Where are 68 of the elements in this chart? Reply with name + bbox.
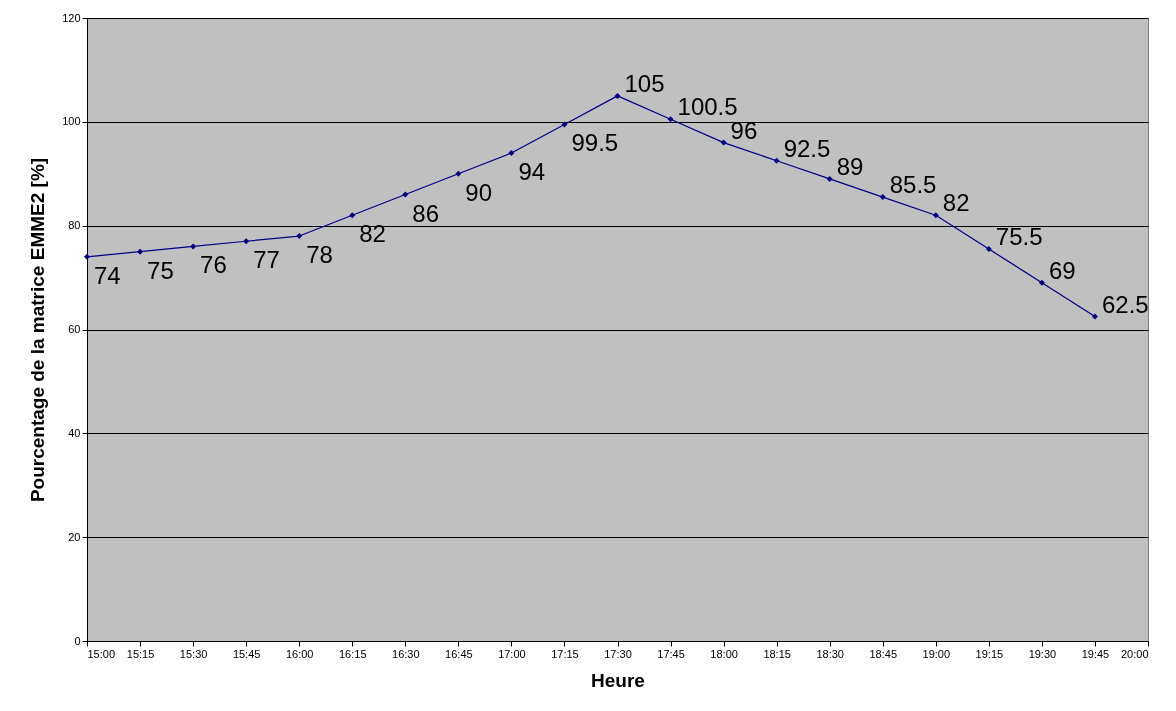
data-label: 105	[624, 69, 665, 97]
data-label: 74	[94, 261, 121, 289]
point	[508, 149, 515, 156]
data-label: 82	[942, 189, 970, 217]
x-tick-label: 15:00	[87, 647, 116, 660]
point	[137, 248, 144, 255]
point	[296, 233, 303, 240]
point	[1091, 313, 1098, 320]
x-tick-label: 19:15	[975, 647, 1004, 660]
y-tick-label: 60	[68, 323, 81, 335]
point	[879, 194, 886, 201]
data-label: 99.5	[571, 129, 619, 157]
x-tick-label: 17:30	[604, 647, 632, 660]
y-tick-label: 20	[68, 530, 81, 543]
point	[985, 246, 992, 253]
x-tick-label: 18:45	[869, 647, 898, 660]
point	[561, 121, 568, 128]
x-tick-label: 19:45	[1081, 647, 1110, 660]
x-tick-label: 16:15	[338, 647, 367, 660]
y-tick-label: 0	[74, 634, 81, 647]
data-label: 75.5	[995, 223, 1043, 251]
x-tick-label: 18:30	[816, 647, 844, 660]
point	[243, 238, 250, 245]
x-tick-label: 15:15	[126, 647, 155, 660]
point	[667, 116, 674, 123]
data-label: 89	[836, 152, 864, 180]
data-label: 77	[253, 246, 280, 274]
x-tick-label: 15:45	[232, 647, 261, 660]
x-tick-label: 16:45	[445, 647, 473, 660]
point	[720, 139, 727, 146]
data-label: 62.5	[1101, 290, 1149, 318]
data-label: 86	[412, 199, 439, 227]
data-label: 78	[306, 241, 333, 269]
data-label: 85.5	[889, 171, 937, 199]
x-tick-label: 16:00	[285, 647, 314, 660]
point	[932, 212, 939, 219]
point	[84, 253, 90, 260]
data-label: 76	[200, 251, 227, 279]
point	[349, 212, 356, 219]
point	[826, 175, 833, 182]
point	[190, 243, 197, 250]
y-axis-title: Pourcentage de la matrice EMME2 [%]	[27, 157, 49, 503]
x-tick-label: 17:00	[498, 647, 526, 660]
x-tick-label: 17:15	[551, 647, 579, 660]
y-tick-label: 120	[62, 11, 81, 24]
data-label: 100.5	[677, 93, 738, 121]
y-tick-label: 100	[62, 115, 81, 128]
point	[1038, 279, 1045, 286]
y-tick-label: 40	[68, 426, 81, 439]
data-label: 92.5	[783, 134, 831, 162]
x-axis-title: Heure	[591, 669, 645, 691]
point	[455, 170, 462, 177]
data-label: 69	[1048, 256, 1076, 284]
data-label: 90	[465, 178, 493, 206]
x-tick-label: 15:30	[179, 647, 208, 660]
data-label: 75	[147, 256, 174, 284]
data-label: 94	[518, 157, 546, 185]
x-tick-label: 19:30	[1028, 647, 1057, 660]
point	[614, 92, 621, 99]
x-tick-label: 16:30	[392, 647, 420, 660]
x-tick-label: 20:00	[1120, 647, 1149, 660]
x-tick-label: 18:00	[710, 647, 738, 660]
point	[773, 157, 780, 164]
x-tick-label: 17:45	[657, 647, 685, 660]
x-tick-label: 18:15	[763, 647, 791, 660]
y-tick-label: 80	[68, 219, 81, 232]
x-tick-label: 19:00	[922, 647, 951, 660]
point	[402, 191, 409, 198]
